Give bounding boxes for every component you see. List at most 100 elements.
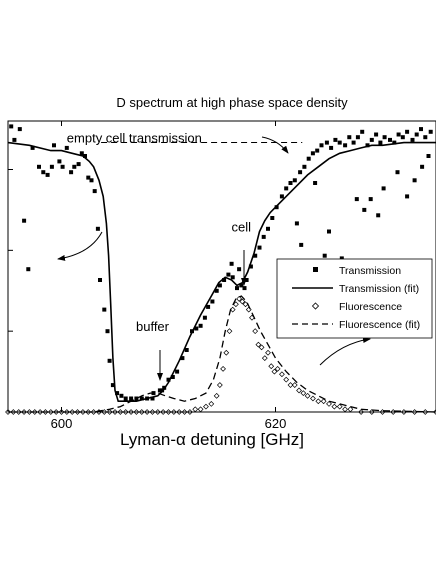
data-point-fluorescence xyxy=(331,403,338,410)
data-point-fluorescence xyxy=(255,341,262,348)
data-point-transmission xyxy=(257,245,262,250)
data-point-transmission xyxy=(98,278,102,282)
data-point-transmission xyxy=(83,154,87,158)
data-point-transmission xyxy=(110,383,115,388)
data-point-transmission xyxy=(279,194,284,199)
data-point-transmission xyxy=(319,143,324,148)
data-point-transmission xyxy=(362,207,367,212)
data-point-transmission xyxy=(175,369,180,374)
legend-label-fluorescence-fit: Fluorescence (fit) xyxy=(339,319,420,331)
data-point-transmission xyxy=(368,197,373,202)
data-point-fluorescence xyxy=(192,406,199,413)
annotation-empty-cell-transmission: empty cell transmission xyxy=(67,131,202,146)
data-point-transmission xyxy=(37,164,41,169)
data-point-transmission xyxy=(412,178,417,183)
data-point-transmission xyxy=(194,326,199,331)
data-point-transmission xyxy=(134,396,139,401)
data-point-transmission xyxy=(30,145,35,150)
data-point-transmission xyxy=(41,170,46,175)
left-curved-arrow xyxy=(57,231,103,261)
series-line-transmission-fit xyxy=(7,141,436,402)
data-point-transmission xyxy=(206,304,211,309)
data-point-transmission xyxy=(102,307,107,312)
data-point-transmission xyxy=(139,396,144,401)
data-point-fluorescence xyxy=(320,398,327,405)
data-point-fluorescence xyxy=(315,398,322,405)
data-point-transmission xyxy=(327,229,331,234)
data-point-transmission xyxy=(302,164,307,169)
x-tick-label: 620 xyxy=(265,416,287,431)
data-point-transmission xyxy=(253,253,258,258)
data-point-transmission xyxy=(292,178,297,183)
data-point-transmission xyxy=(261,234,266,239)
data-point-transmission xyxy=(392,140,397,145)
data-point-transmission xyxy=(337,140,342,145)
data-point-transmission xyxy=(60,164,65,169)
data-point-transmission xyxy=(79,151,84,156)
data-point-transmission xyxy=(343,143,348,148)
data-point-transmission xyxy=(365,143,370,148)
data-point-transmission xyxy=(322,253,327,258)
data-point-transmission xyxy=(315,148,320,153)
data-point-transmission xyxy=(313,181,318,185)
data-point-fluorescence xyxy=(268,363,275,370)
data-point-transmission xyxy=(57,159,62,164)
data-point-fluorescence xyxy=(271,368,278,375)
legend-transmission-marker xyxy=(313,267,318,272)
data-point-fluorescence xyxy=(216,382,223,388)
data-point-transmission xyxy=(376,213,381,218)
data-point-transmission xyxy=(198,323,203,328)
data-point-fluorescence xyxy=(265,349,271,356)
data-point-transmission xyxy=(360,129,365,134)
data-point-fluorescence xyxy=(258,344,265,351)
data-point-transmission xyxy=(333,137,338,142)
data-point-fluorescence xyxy=(291,382,298,388)
data-point-transmission xyxy=(339,256,344,261)
data-point-fluorescence xyxy=(310,395,316,402)
data-point-transmission xyxy=(105,329,110,334)
data-point-transmission xyxy=(86,175,91,180)
data-point-transmission xyxy=(123,396,128,401)
data-point-transmission xyxy=(214,288,219,293)
data-point-transmission xyxy=(248,264,253,269)
data-point-transmission xyxy=(410,137,415,142)
data-point-transmission xyxy=(420,164,425,169)
data-point-fluorescence xyxy=(283,376,290,383)
data-point-transmission xyxy=(202,315,207,320)
legend-label-fluorescence: Fluorescence xyxy=(339,301,402,313)
data-point-transmission xyxy=(230,275,235,280)
annotation-buffer: buffer xyxy=(136,319,170,334)
data-point-transmission xyxy=(76,162,81,167)
data-point-transmission xyxy=(419,127,423,132)
data-point-fluorescence xyxy=(203,403,209,410)
data-point-fluorescence xyxy=(336,403,343,410)
legend-label-transmission-fit: Transmission (fit) xyxy=(339,283,419,295)
data-point-transmission xyxy=(354,197,359,202)
data-point-transmission xyxy=(237,267,242,272)
data-point-fluorescence xyxy=(304,392,311,399)
data-point-fluorescence xyxy=(296,387,302,394)
data-point-transmission xyxy=(329,145,334,150)
data-point-transmission xyxy=(22,218,27,223)
data-point-transmission xyxy=(184,348,189,352)
y-axis xyxy=(8,169,13,332)
right-curved-arrow xyxy=(319,337,371,366)
data-point-transmission xyxy=(396,132,401,137)
data-point-transmission xyxy=(72,164,77,169)
data-point-transmission xyxy=(369,137,374,142)
data-point-transmission xyxy=(226,272,231,277)
data-point-transmission xyxy=(229,261,234,266)
data-point-fluorescence xyxy=(239,298,246,305)
data-point-transmission xyxy=(266,226,270,231)
data-point-transmission xyxy=(294,221,299,226)
data-point-transmission xyxy=(45,172,50,177)
data-point-fluorescence xyxy=(220,365,226,372)
data-point-transmission xyxy=(170,375,175,379)
data-point-transmission xyxy=(95,226,100,231)
data-point-transmission xyxy=(351,140,356,145)
data-point-transmission xyxy=(400,135,405,140)
data-point-transmission xyxy=(12,137,17,142)
data-point-transmission xyxy=(299,242,304,247)
data-point-fluorescence xyxy=(300,390,307,397)
